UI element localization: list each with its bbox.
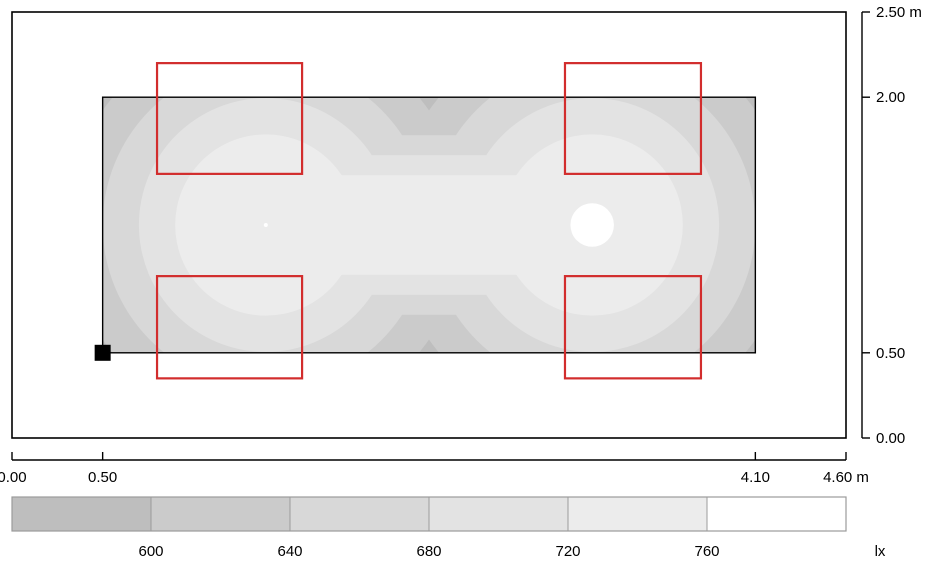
- origin-marker: [95, 345, 111, 361]
- legend-swatch: [12, 497, 151, 531]
- legend-value: 600: [138, 543, 163, 560]
- illuminance-diagram-svg: 0.00 0.50 4.10 4.60 m 0.00 0.50 2.00 2.50 m 600 6…: [0, 0, 945, 579]
- legend-value: 760: [694, 543, 719, 560]
- y-tick-label: 0.00: [876, 430, 905, 447]
- y-tick-label: 2.50 m: [876, 4, 922, 21]
- legend-swatch: [290, 497, 429, 531]
- x-tick-label: 0.00: [0, 469, 27, 486]
- legend-value: 720: [555, 543, 580, 560]
- legend-swatch: [707, 497, 846, 531]
- x-tick-label: 4.60 m: [823, 469, 869, 486]
- y-tick-label: 2.00: [876, 89, 905, 106]
- legend-swatch: [151, 497, 290, 531]
- legend-swatch: [429, 497, 568, 531]
- y-tick-label: 0.50: [876, 345, 905, 362]
- x-tick-label: 0.50: [88, 469, 117, 486]
- legend-unit: lx: [875, 543, 886, 560]
- legend-value: 640: [277, 543, 302, 560]
- legend-value: 680: [416, 543, 441, 560]
- legend-swatch: [568, 497, 707, 531]
- x-tick-label: 4.10: [741, 469, 770, 486]
